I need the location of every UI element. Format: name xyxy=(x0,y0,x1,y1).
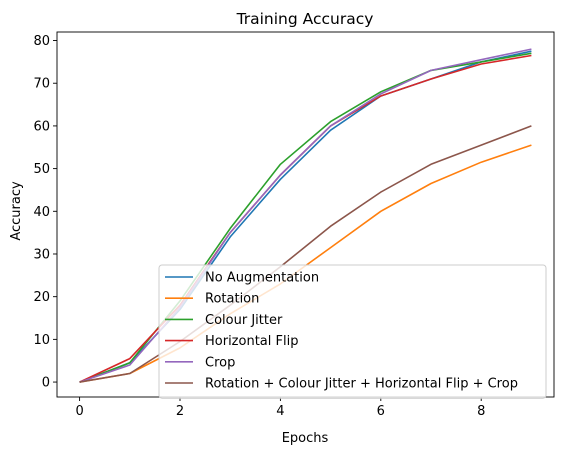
legend-label-1: No Augmentation xyxy=(205,271,319,286)
legend-label-4: Horizontal Flip xyxy=(205,334,298,349)
legend-label-2: Rotation xyxy=(205,292,259,307)
legend-box xyxy=(158,264,547,399)
y-tick-label: 50 xyxy=(33,162,50,177)
chart-title: Training Accuracy xyxy=(236,10,374,28)
y-tick-label: 80 xyxy=(33,34,50,49)
y-tick-label: 30 xyxy=(33,247,50,262)
x-tick-label: 8 xyxy=(477,404,485,419)
y-tick-label: 70 xyxy=(33,77,50,92)
x-tick-label: 4 xyxy=(276,404,284,419)
series-line-6 xyxy=(79,125,532,383)
y-tick-label: 0 xyxy=(42,376,50,391)
legend-label-5: Crop xyxy=(205,355,235,370)
y-axis-label: Accuracy xyxy=(9,181,24,241)
legend: No Augmentation Rotation Colour Jitter Hori… xyxy=(158,264,547,399)
y-tick-label: 20 xyxy=(33,290,50,305)
series-line-5 xyxy=(79,48,532,383)
x-tick-label: 2 xyxy=(176,404,184,419)
y-tick-label: 60 xyxy=(33,119,50,134)
y-tick-label: 40 xyxy=(33,205,50,220)
x-tick-label: 0 xyxy=(75,404,83,419)
x-axis-label: Epochs xyxy=(282,431,329,446)
y-tick-label: 10 xyxy=(33,333,50,348)
legend-label-3: Colour Jitter xyxy=(205,313,283,328)
x-tick-label: 6 xyxy=(377,404,385,419)
legend-label-6: Rotation + Colour Jitter + Horizontal Fl… xyxy=(205,377,518,392)
